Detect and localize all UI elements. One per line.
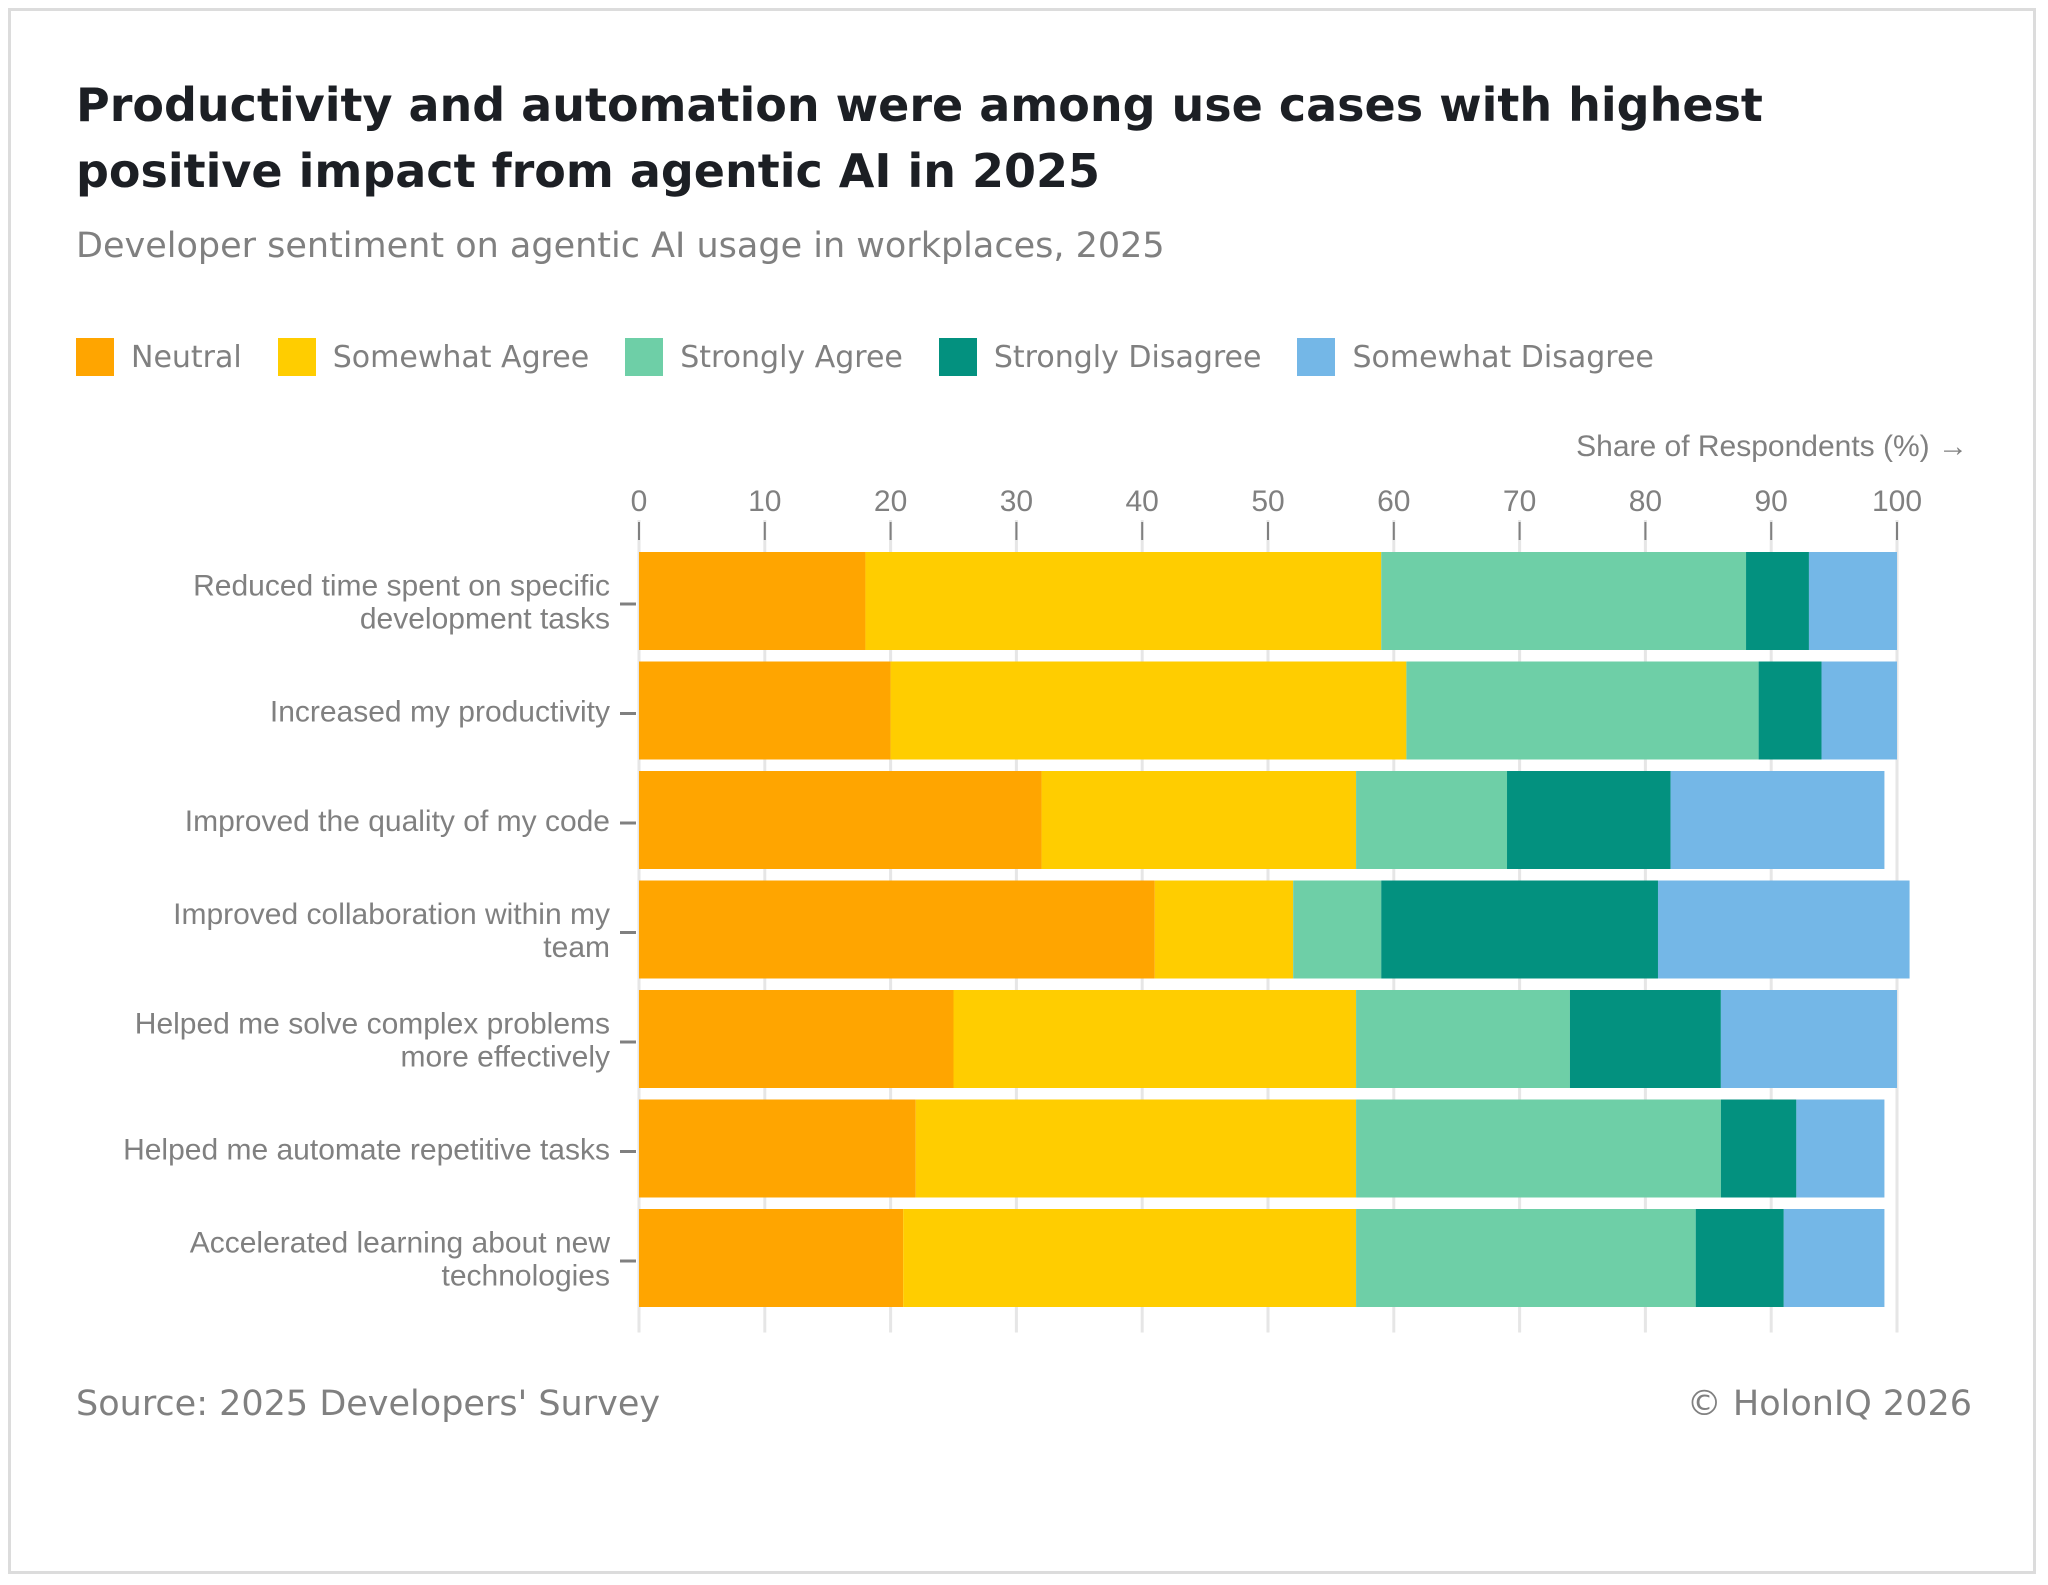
x-tick-label: 0 [631, 485, 648, 518]
legend-item-strongly-agree[interactable]: Strongly Agree [625, 338, 903, 376]
bar-segment-somewhat-disagree[interactable] [1808, 552, 1897, 650]
legend: Neutral Somewhat Agree Strongly Agree St… [76, 338, 1690, 376]
y-category-label: Helped me automate repetitive tasks [123, 1134, 610, 1167]
legend-label: Strongly Disagree [993, 339, 1262, 375]
bar-segment-somewhat-disagree[interactable] [1720, 990, 1897, 1088]
bar-segment-somewhat-disagree[interactable] [1657, 880, 1910, 979]
legend-item-strongly-disagree[interactable]: Strongly Disagree [938, 338, 1262, 376]
y-category-label: technologies [442, 1260, 610, 1293]
x-tick-label: 70 [1503, 485, 1536, 518]
y-category-label: team [543, 931, 610, 964]
x-tick-label: 40 [1126, 485, 1159, 518]
legend-item-somewhat-disagree[interactable]: Somewhat Disagree [1297, 338, 1654, 376]
y-category-label: Improved the quality of my code [185, 805, 610, 838]
bar-segment-somewhat-agree[interactable] [915, 1099, 1357, 1198]
bar-segment-strongly-disagree[interactable] [1758, 661, 1822, 760]
legend-swatch [277, 338, 316, 376]
legend-label: Neutral [131, 339, 242, 375]
bar-segment-strongly-agree[interactable] [1293, 880, 1382, 979]
legend-item-somewhat-agree[interactable]: Somewhat Agree [277, 338, 590, 376]
bar-segment-somewhat-disagree[interactable] [1783, 1209, 1885, 1307]
x-tick-label: 20 [874, 485, 907, 518]
x-tick-label: 60 [1377, 485, 1410, 518]
bar-segment-strongly-agree[interactable] [1381, 552, 1747, 650]
bar-segment-strongly-agree[interactable] [1356, 990, 1570, 1088]
legend-label: Strongly Agree [680, 339, 903, 375]
x-tick-label: 50 [1251, 485, 1284, 518]
legend-swatch [1297, 338, 1336, 376]
y-category-label: more effectively [400, 1041, 610, 1074]
bar-segment-strongly-agree[interactable] [1356, 771, 1508, 869]
bar-segment-neutral[interactable] [639, 661, 891, 760]
bar-segment-somewhat-agree[interactable] [1154, 880, 1294, 979]
bar-segment-somewhat-disagree[interactable] [1796, 1099, 1885, 1198]
y-category-label: Accelerated learning about new [190, 1227, 611, 1260]
bar-segment-neutral[interactable] [639, 1209, 904, 1307]
bar-segment-neutral[interactable] [639, 552, 866, 650]
copyright-note: © HolonIQ 2026 [1686, 1384, 1972, 1424]
bar-segment-neutral[interactable] [639, 771, 1042, 869]
bar-segment-neutral[interactable] [639, 880, 1155, 979]
y-category-label: development tasks [360, 603, 610, 636]
y-category-label: Helped me solve complex problems [135, 1008, 610, 1041]
legend-swatch [625, 338, 664, 376]
bar-segment-strongly-disagree[interactable] [1569, 990, 1721, 1088]
chart-subtitle: Developer sentiment on agentic AI usage … [76, 226, 1165, 266]
bar-segment-somewhat-disagree[interactable] [1670, 771, 1885, 869]
x-tick-label: 10 [748, 485, 781, 518]
legend-label: Somewhat Disagree [1352, 339, 1654, 375]
bar-segment-somewhat-disagree[interactable] [1821, 661, 1897, 760]
y-category-label: Increased my productivity [270, 696, 610, 729]
x-tick-label: 80 [1629, 485, 1662, 518]
bar-segment-strongly-agree[interactable] [1406, 661, 1759, 760]
x-tick-label: 30 [1000, 485, 1033, 518]
y-category-label: Improved collaboration within my [173, 898, 610, 931]
bar-segment-strongly-disagree[interactable] [1746, 552, 1809, 650]
legend-swatch [76, 338, 114, 376]
legend-item-neutral[interactable]: Neutral [76, 338, 242, 376]
bar-segment-strongly-disagree[interactable] [1507, 771, 1671, 869]
legend-label: Somewhat Agree [332, 339, 590, 375]
bars [639, 552, 1910, 1307]
x-tick-label: 90 [1755, 485, 1788, 518]
x-axis-title: Share of Respondents (%) → [1576, 430, 1968, 463]
y-category-label: Reduced time spent on specific [193, 570, 610, 603]
bar-segment-strongly-agree[interactable] [1356, 1099, 1721, 1198]
bar-segment-strongly-disagree[interactable] [1720, 1099, 1797, 1198]
bar-segment-somewhat-agree[interactable] [865, 552, 1382, 650]
chart-title: Productivity and automation were among u… [76, 78, 1763, 198]
legend-swatch [938, 338, 977, 376]
bar-segment-somewhat-agree[interactable] [903, 1209, 1357, 1307]
bar-segment-neutral[interactable] [639, 990, 954, 1088]
y-axis-labels: Reduced time spent on specificdevelopmen… [123, 570, 636, 1293]
bar-segment-somewhat-agree[interactable] [953, 990, 1357, 1088]
bar-segment-somewhat-agree[interactable] [890, 661, 1407, 760]
x-axis-ticks: 0 10 20 30 40 50 60 70 80 90 100 [631, 485, 1922, 540]
bar-segment-somewhat-agree[interactable] [1041, 771, 1357, 869]
bar-segment-strongly-disagree[interactable] [1381, 880, 1658, 979]
source-note: Source: 2025 Developers' Survey [76, 1384, 661, 1424]
bar-segment-neutral[interactable] [639, 1099, 916, 1198]
bar-segment-strongly-disagree[interactable] [1695, 1209, 1784, 1307]
x-tick-label: 100 [1872, 485, 1922, 518]
bar-segment-strongly-agree[interactable] [1356, 1209, 1696, 1307]
